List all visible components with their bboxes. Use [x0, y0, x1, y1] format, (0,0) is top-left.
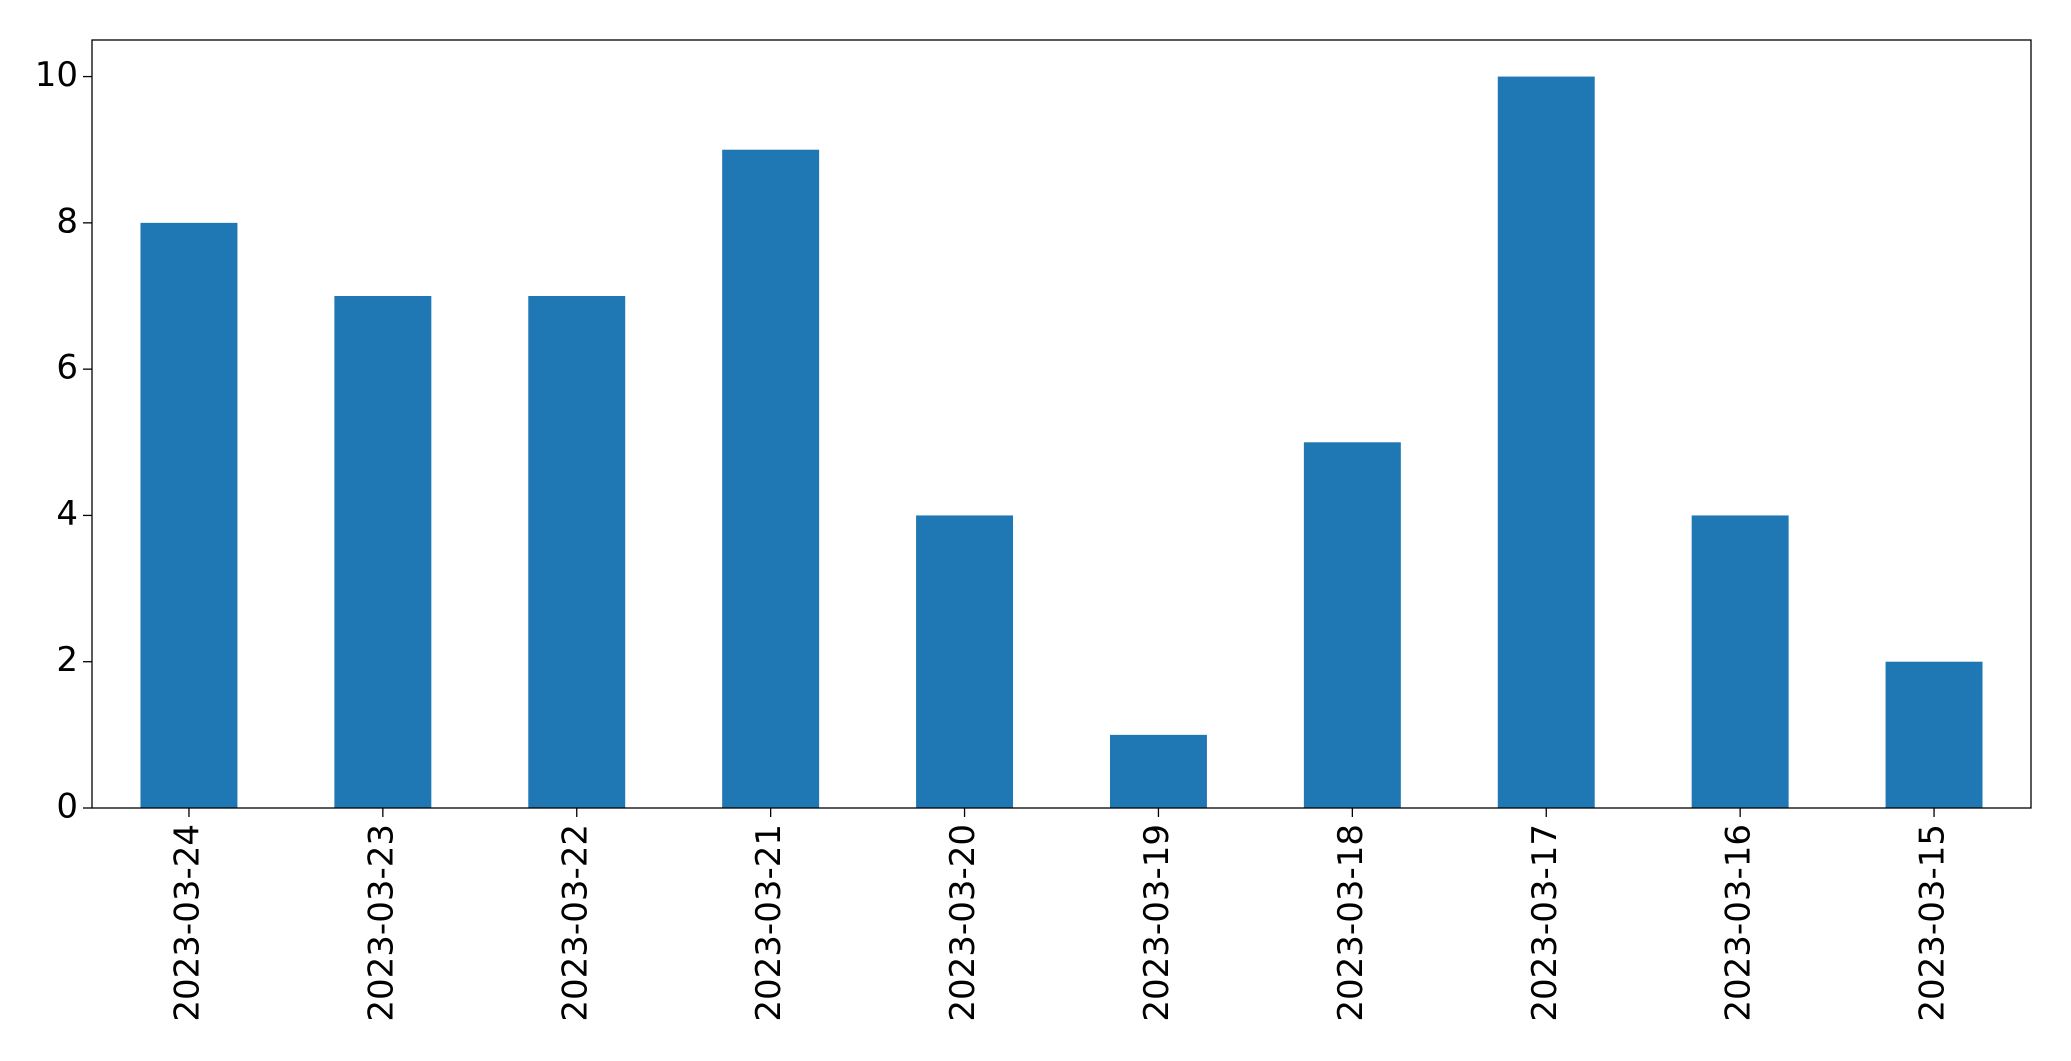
y-tick-label: 10	[35, 55, 78, 95]
x-tick-label: 2023-03-15	[1913, 824, 1953, 1022]
x-tick-label: 2023-03-20	[943, 824, 983, 1022]
x-tick-label: 2023-03-24	[167, 824, 207, 1022]
x-tick-label: 2023-03-19	[1137, 824, 1177, 1022]
bar	[722, 149, 820, 808]
bar	[1885, 661, 1983, 808]
x-tick-label: 2023-03-16	[1719, 824, 1759, 1022]
bar	[1497, 76, 1595, 809]
bar	[916, 515, 1014, 808]
x-tick-label: 2023-03-17	[1525, 824, 1565, 1022]
bar	[1303, 442, 1401, 808]
y-tick-label: 2	[56, 640, 78, 680]
x-tick-label: 2023-03-22	[555, 824, 595, 1022]
x-tick-label: 2023-03-23	[361, 824, 401, 1022]
bar	[140, 222, 238, 808]
y-tick-label: 8	[56, 201, 78, 241]
bar	[1691, 515, 1789, 808]
y-tick-label: 4	[56, 494, 78, 534]
bar	[1109, 734, 1207, 808]
x-tick-label: 2023-03-21	[749, 824, 789, 1022]
bar	[528, 296, 626, 808]
x-tick-label: 2023-03-18	[1331, 824, 1371, 1022]
y-tick-label: 6	[56, 348, 78, 388]
plot-frame	[91, 39, 2032, 809]
y-tick-label: 0	[56, 787, 78, 827]
bar	[334, 296, 432, 808]
